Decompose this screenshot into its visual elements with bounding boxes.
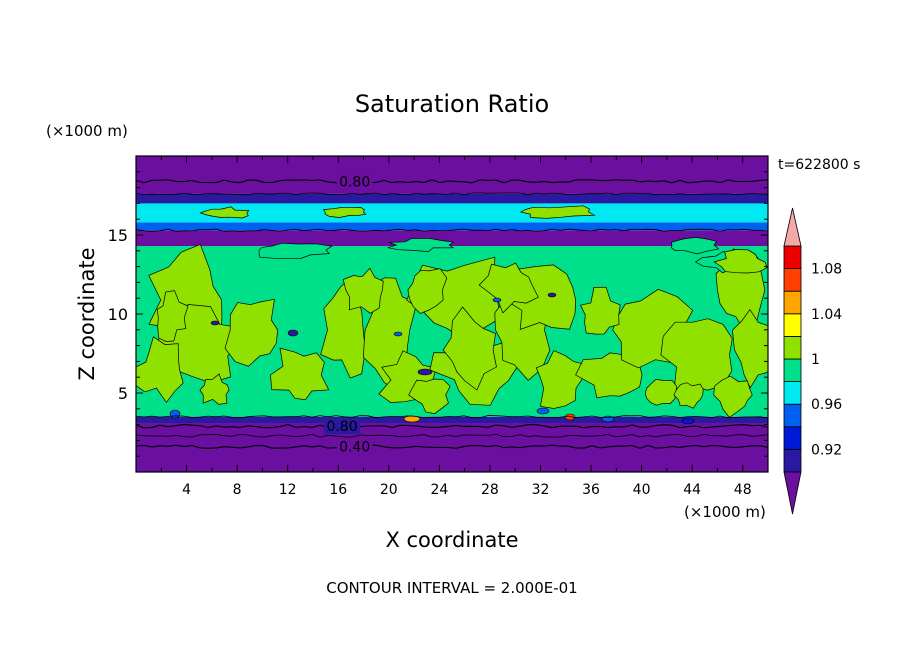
x-tick-label-10: 44: [683, 482, 701, 498]
x-tick-label-1: 8: [233, 482, 242, 498]
lime-cloud-19: [579, 286, 621, 335]
field-band-7: [136, 156, 768, 194]
lime-cloud-28: [673, 382, 704, 409]
field-band-4: [136, 222, 768, 231]
speck-2: [417, 368, 433, 376]
colorbar-label-3: 1.04: [811, 307, 842, 323]
upper-green-2: [670, 237, 720, 255]
colorbar-segment-9: [783, 245, 802, 270]
lime-cloud-22: [644, 379, 678, 406]
speck-1: [287, 329, 299, 337]
contour-lines: [136, 179, 768, 449]
colorbar-segment-8: [783, 268, 802, 292]
x-tick-label-8: 36: [582, 482, 600, 498]
x-tick-label-7: 32: [532, 482, 550, 498]
lime-cloud-4: [270, 347, 330, 401]
lime-cloud-23: [713, 375, 753, 418]
speck-11: [536, 407, 550, 415]
speck-9: [547, 292, 557, 298]
speck-4: [564, 413, 576, 421]
colorbar-over-arrow: [783, 207, 802, 247]
contour-label-bg-1: [324, 418, 361, 435]
contour-label-bg-2: [336, 438, 373, 455]
colorbar-label-1: 0.96: [811, 397, 842, 413]
upper-green-1: [387, 237, 455, 252]
field-band-5: [136, 203, 768, 223]
field-band-6: [136, 193, 768, 204]
lime-cloud-20: [199, 373, 230, 405]
lime-cloud-3: [224, 298, 279, 367]
y-tick-label-2: 15: [108, 226, 128, 245]
colorbar-segment-0: [783, 448, 802, 473]
x-unit-label: (×1000 m): [684, 503, 766, 521]
speck-0: [169, 409, 181, 419]
x-tick-label-4: 20: [380, 482, 398, 498]
contour-aux-0: [136, 433, 768, 438]
contour-aux-2: [136, 228, 768, 232]
x-tick-label-2: 12: [279, 482, 297, 498]
colorbar-segment-1: [783, 426, 802, 450]
colorbar-segment-2: [783, 403, 802, 428]
colorbar-label-0: 0.92: [811, 442, 842, 458]
upper-right-lime: [713, 249, 768, 274]
colorbar-segment-4: [783, 358, 802, 383]
x-tick-label-0: 4: [182, 482, 191, 498]
contour-label-0: 0.80: [339, 174, 370, 190]
x-tick-label-9: 40: [633, 482, 651, 498]
lime-cloud-2: [136, 336, 184, 403]
lime-cloud-13: [442, 306, 497, 391]
lime-cloud-12: [535, 350, 590, 409]
field-features: [136, 205, 768, 425]
lime-cloud-21: [408, 378, 451, 415]
y-axis-label: Z coordinate: [75, 247, 99, 380]
contour-line-1: [136, 424, 768, 429]
contour-labels: 0.80 0.80 0.40: [324, 173, 373, 456]
x-tick-label-11: 48: [734, 482, 752, 498]
lime-cloud-25: [342, 267, 384, 314]
speck-6: [681, 417, 695, 425]
x-tick-label-6: 28: [481, 482, 499, 498]
upper-lime-0: [199, 206, 250, 219]
contour-label-bg-0: [336, 173, 373, 190]
contour-aux-1: [136, 415, 768, 419]
x-axis-label: X coordinate: [385, 528, 518, 552]
speck-7: [210, 320, 220, 326]
colorbar-segment-7: [783, 290, 802, 315]
contour-line-0: [136, 179, 768, 184]
colorbar: 0.92 0.96 1 1.04 1.08: [783, 207, 842, 515]
time-label: t=622800 s: [778, 157, 860, 173]
colorbar-segment-3: [783, 381, 802, 405]
lime-cloud-24: [156, 290, 189, 342]
upper-lime-2: [519, 205, 596, 219]
speck-10: [393, 331, 403, 337]
colorbar-label-4: 1.08: [811, 262, 842, 278]
y-axis-ticks: 5 10 15: [108, 171, 768, 457]
plot-area: [136, 156, 768, 472]
y-tick-label-0: 5: [118, 384, 128, 403]
x-tick-label-5: 24: [430, 482, 448, 498]
contour-line-2: [136, 444, 768, 449]
y-tick-label-1: 10: [108, 305, 128, 324]
upper-green-0: [258, 242, 333, 260]
contour-interval-footer: CONTOUR INTERVAL = 2.000E-01: [326, 579, 577, 597]
colorbar-under-arrow: [783, 471, 802, 515]
contour-label-2: 0.40: [339, 440, 370, 456]
lime-cloud-27: [407, 268, 448, 314]
x-axis-ticks: 4 8 12 16 20 24 28 32 36 40 44 48: [160, 156, 752, 498]
lime-cloud-26: [478, 262, 539, 314]
contour-aux-3: [136, 192, 768, 196]
colorbar-label-2: 1: [811, 352, 820, 368]
field-band-1: [136, 416, 768, 424]
upper-lime-1: [322, 207, 367, 218]
chart-title: Saturation Ratio: [355, 90, 549, 118]
colorbar-segment-6: [783, 313, 802, 337]
lime-cloud-18: [732, 308, 768, 389]
x-tick-label-3: 16: [329, 482, 347, 498]
speck-8: [492, 297, 502, 303]
contour-label-1: 0.80: [326, 419, 357, 435]
colorbar-segment-5: [783, 335, 802, 360]
y-unit-label: (×1000 m): [46, 122, 128, 140]
field-band-3: [136, 230, 768, 247]
